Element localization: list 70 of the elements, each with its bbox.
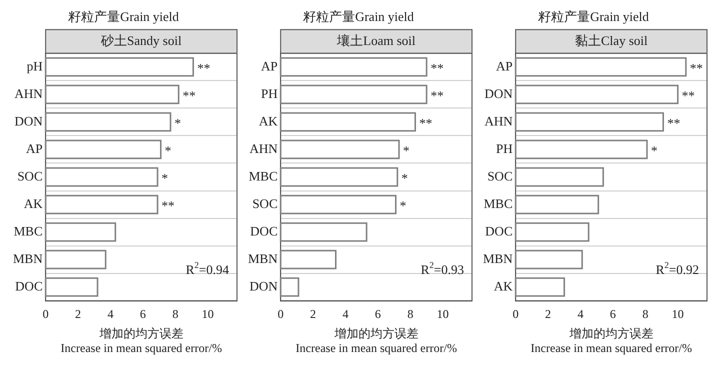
x-tick-label: 2 bbox=[310, 307, 316, 322]
y-tick-label: AP bbox=[496, 58, 513, 74]
y-tick-label: DON bbox=[484, 86, 514, 101]
x-tick-label: 4 bbox=[577, 307, 584, 322]
x-tick-label: 10 bbox=[202, 307, 214, 322]
y-tick-label: MBC bbox=[484, 196, 513, 211]
x-tick-label: 0 bbox=[512, 307, 519, 322]
data-label: ** bbox=[667, 115, 680, 130]
x-tick-label: 8 bbox=[407, 307, 414, 322]
data-label: ** bbox=[197, 60, 210, 76]
y-tick-label: AK bbox=[24, 196, 44, 211]
data-label: * bbox=[401, 170, 408, 186]
y-tick-label: AHN bbox=[484, 113, 514, 128]
y-tick-label: DON bbox=[249, 278, 278, 294]
chart-title: 籽粒产量Grain yield bbox=[303, 9, 414, 24]
data-label: * bbox=[403, 142, 410, 158]
data-label: ** bbox=[182, 88, 196, 103]
x-tick-label: 8 bbox=[172, 307, 178, 322]
x-tick-label: 6 bbox=[140, 307, 146, 322]
x-tick-label: 2 bbox=[545, 307, 552, 322]
y-tick-label: PH bbox=[496, 140, 513, 156]
x-tick-label: 4 bbox=[342, 307, 348, 322]
y-tick-label: pH bbox=[26, 58, 43, 74]
x-tick-label: 0 bbox=[42, 307, 49, 322]
y-tick-label: SOC bbox=[252, 196, 278, 211]
x-tick-label: 2 bbox=[75, 307, 82, 322]
data-label: ** bbox=[430, 60, 444, 76]
data-label: ** bbox=[430, 88, 444, 103]
y-tick-label: AP bbox=[260, 58, 278, 74]
data-label: * bbox=[400, 198, 406, 213]
y-tick-label: AHN bbox=[14, 86, 44, 101]
y-tick-label: DOC bbox=[485, 223, 513, 238]
data-label: ** bbox=[162, 198, 175, 213]
x-tick-label: 8 bbox=[642, 307, 648, 322]
y-tick-label: AK bbox=[494, 278, 514, 294]
chart-subtitle: 砂土Sandy soil bbox=[100, 32, 182, 48]
y-tick-label: SOC bbox=[17, 168, 43, 184]
x-axis-title: 增加的均方误差 Increase in mean squared error/% bbox=[60, 326, 222, 355]
x-tick-label: 0 bbox=[278, 307, 284, 322]
y-tick-label: MBN bbox=[248, 250, 278, 266]
data-label: ** bbox=[682, 88, 695, 103]
x-tick-label: 6 bbox=[610, 307, 616, 322]
y-tick-label: SOC bbox=[487, 168, 513, 184]
chart-subtitle: 黏土Clay soil bbox=[575, 32, 648, 48]
data-label: ** bbox=[419, 115, 432, 130]
chart-title: 籽粒产量Grain yield bbox=[538, 9, 650, 24]
data-label: * bbox=[164, 142, 172, 158]
data-label: ** bbox=[690, 60, 703, 76]
y-tick-label: AK bbox=[258, 113, 278, 128]
y-tick-label: MBC bbox=[14, 223, 43, 238]
x-tick-label: 6 bbox=[374, 307, 381, 322]
x-tick-label: 10 bbox=[672, 307, 684, 322]
y-tick-label: DOC bbox=[250, 223, 278, 238]
x-tick-label: 10 bbox=[436, 307, 449, 322]
data-label: * bbox=[162, 170, 168, 186]
y-tick-label: DON bbox=[14, 113, 44, 128]
y-tick-label: AHN bbox=[249, 140, 278, 156]
chart-title: 籽粒产量Grain yield bbox=[68, 9, 180, 24]
y-tick-label: DOC bbox=[15, 278, 43, 294]
x-axis-title: 增加的均方误差 Increase in mean squared error/% bbox=[530, 326, 692, 355]
y-tick-label: MBN bbox=[482, 250, 514, 266]
data-label: * bbox=[174, 115, 182, 130]
y-tick-label: MBN bbox=[12, 250, 44, 266]
x-tick-label: 4 bbox=[107, 307, 114, 322]
x-axis-title: 增加的均方误差 Increase in mean squared error/% bbox=[296, 326, 457, 355]
y-tick-label: PH bbox=[260, 86, 278, 101]
y-tick-label: MBC bbox=[248, 168, 278, 184]
y-tick-label: AP bbox=[26, 140, 43, 156]
chart-subtitle: 壤土Loam soil bbox=[336, 32, 416, 48]
data-label: * bbox=[650, 142, 658, 158]
